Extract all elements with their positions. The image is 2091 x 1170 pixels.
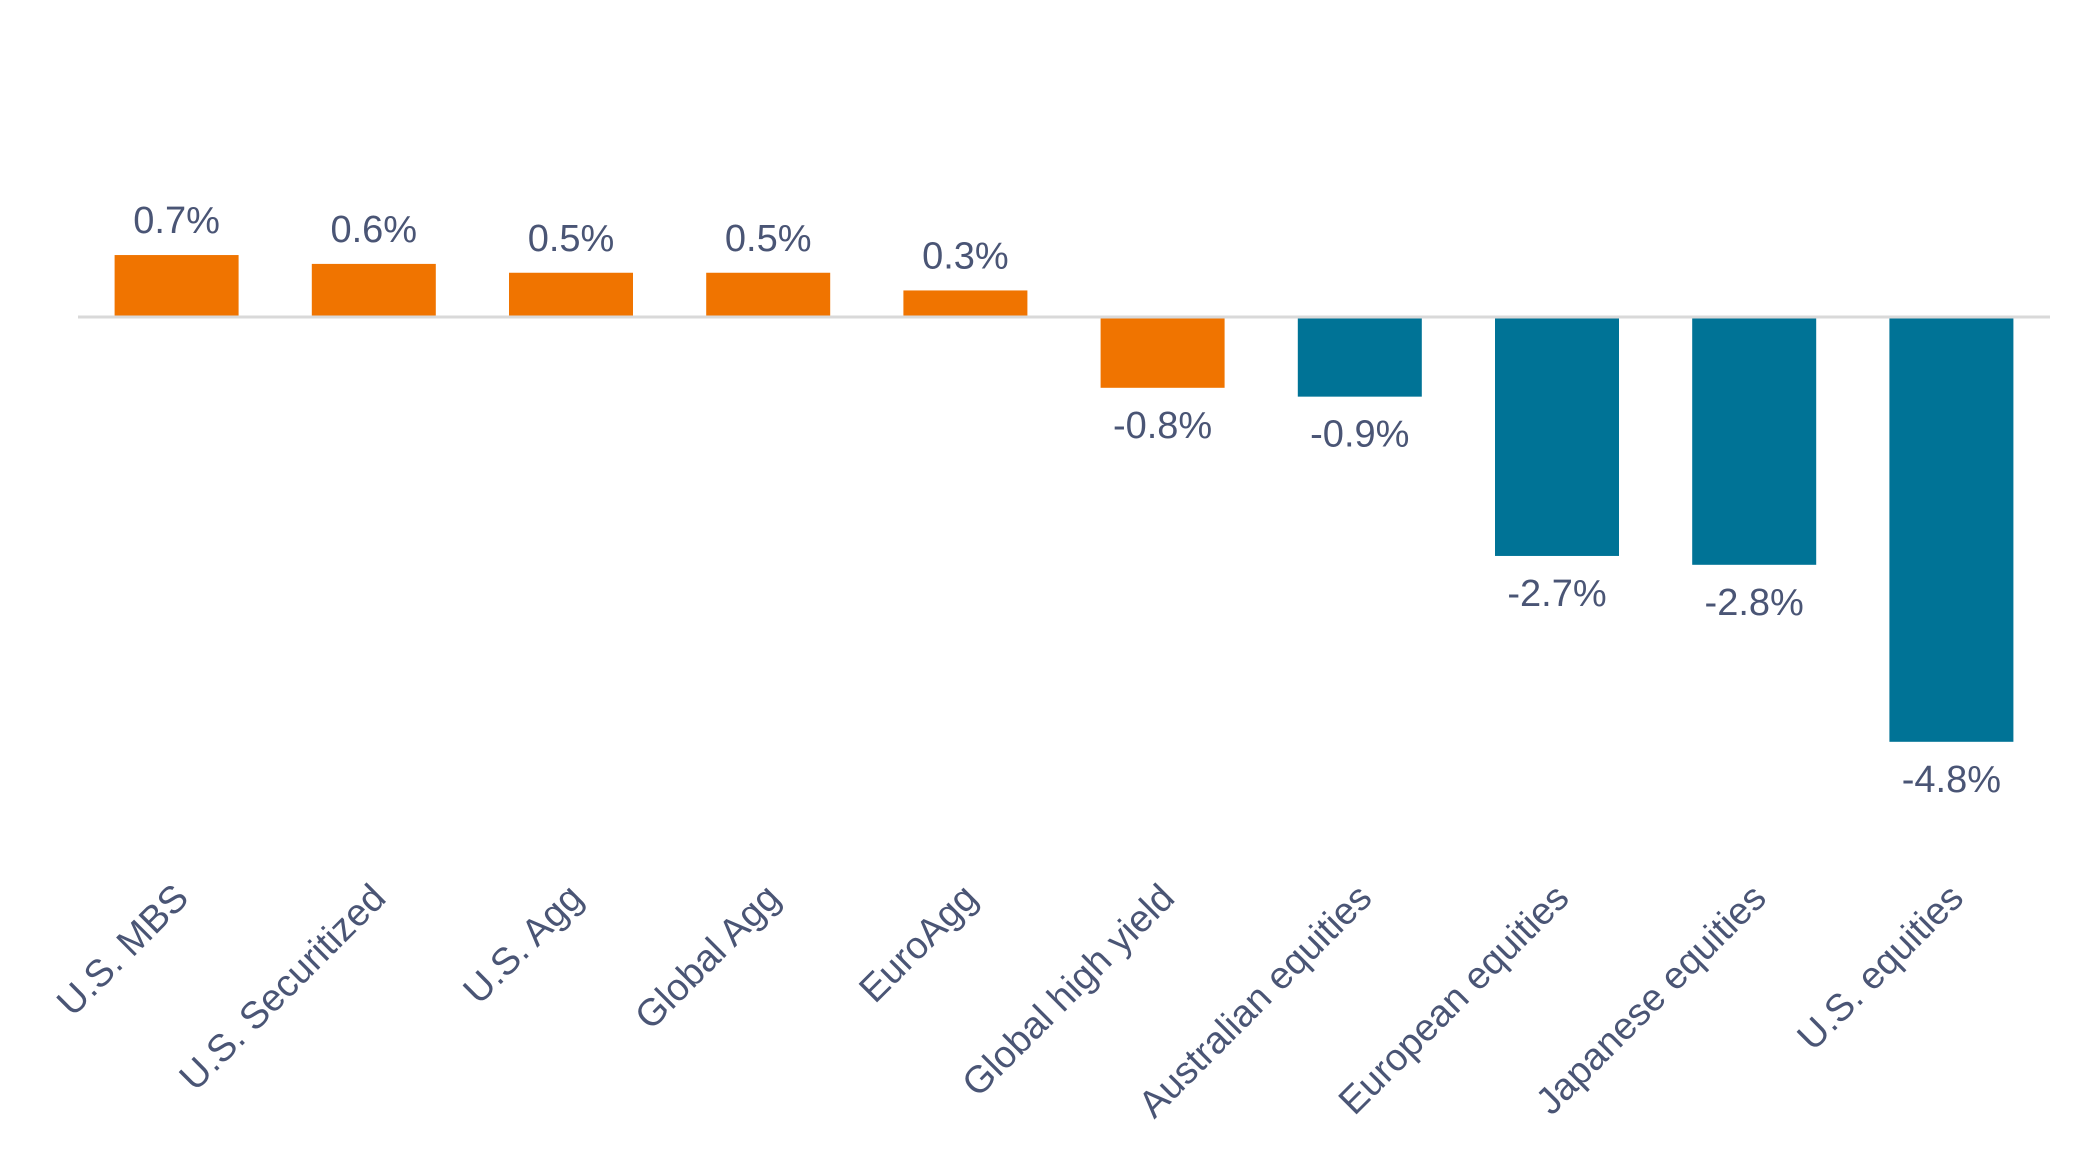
- data-label-japanese-equities: -2.8%: [1705, 582, 1804, 624]
- bar-european-equities: [1495, 317, 1619, 556]
- value-labels-layer: 0.7% 0.6% 0.5% 0.5% 0.3% -0.8% -0.9% -2.7% -2.8%…: [133, 200, 2001, 801]
- tick-label-global-agg: Global Agg: [627, 877, 788, 1038]
- tick-label-u-s-agg: U.S. Agg: [456, 877, 592, 1013]
- bar-global-agg: [706, 272, 831, 317]
- bar-global-high-yield: [1100, 317, 1225, 388]
- bars-layer: [114, 255, 2014, 742]
- bar-u-s-equities: [1889, 317, 2014, 742]
- bar-japanese-equities: [1692, 317, 1817, 565]
- data-label-australian-equities: -0.9%: [1310, 414, 1409, 456]
- bar-australian-equities: [1297, 317, 1422, 397]
- tick-label-global-high-yield: Global high yield: [955, 877, 1183, 1105]
- data-label-european-equities: -2.7%: [1507, 573, 1606, 615]
- tick-label-u-s-equities: U.S. equities: [1790, 877, 1972, 1059]
- data-label-euroagg: 0.3%: [922, 235, 1009, 277]
- tick-label-u-s-mbs: U.S. MBS: [49, 877, 197, 1025]
- data-label-global-agg: 0.5%: [725, 218, 812, 260]
- bar-u-s-agg: [509, 272, 633, 317]
- tick-label-u-s-securitized: U.S. Securitized: [172, 877, 394, 1099]
- bar-euroagg: [903, 290, 1028, 317]
- data-label-u-s-agg: 0.5%: [528, 218, 615, 260]
- data-label-u-s-mbs: 0.7%: [133, 200, 220, 242]
- data-label-global-high-yield: -0.8%: [1113, 405, 1212, 447]
- data-label-u-s-securitized: 0.6%: [330, 209, 417, 251]
- tick-label-euroagg: EuroAgg: [851, 877, 985, 1011]
- data-label-u-s-equities: -4.8%: [1902, 759, 2001, 801]
- bar-u-s-securitized: [311, 263, 436, 317]
- bar-u-s-mbs: [114, 255, 239, 317]
